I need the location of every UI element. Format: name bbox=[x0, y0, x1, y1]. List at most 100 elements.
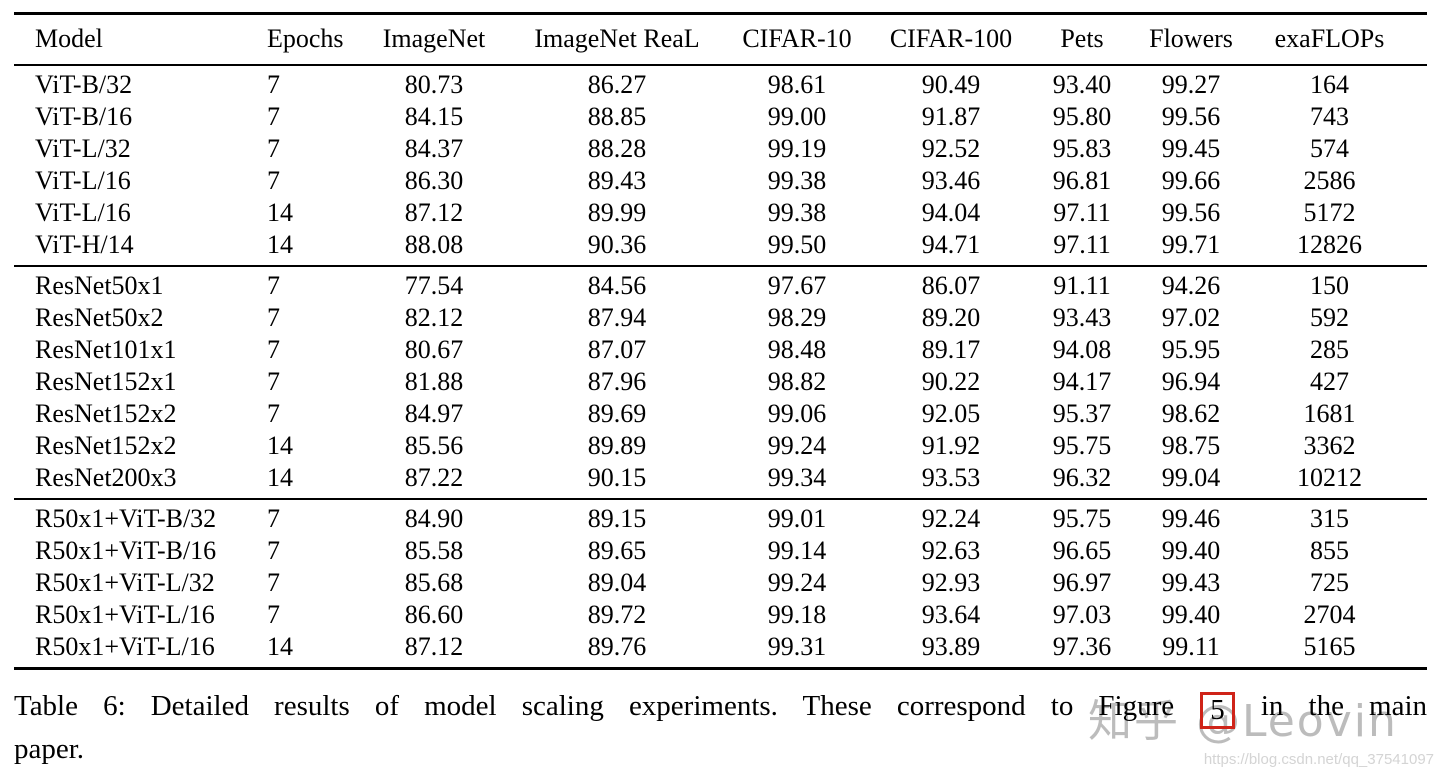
model-cell: ResNet50x2 bbox=[35, 303, 164, 332]
table-row: R50x1+ViT-L/16 7 86.60 89.72 99.18 93.64 97.03… bbox=[14, 599, 1427, 631]
value-cell: 92.24 bbox=[921, 504, 981, 533]
value-cell: 5165 bbox=[1303, 632, 1356, 661]
value-cell: 99.46 bbox=[1161, 504, 1221, 533]
value-cell: 98.61 bbox=[767, 70, 827, 99]
value-cell: 99.66 bbox=[1161, 166, 1221, 195]
value-cell: 92.63 bbox=[921, 536, 981, 565]
value-cell: 725 bbox=[1310, 568, 1349, 597]
table-row: ViT-L/16 7 86.30 89.43 99.38 93.46 96.81 99.66 2… bbox=[14, 165, 1427, 197]
table-row: ViT-B/16 7 84.15 88.85 99.00 91.87 95.80 99.56 7… bbox=[14, 101, 1427, 133]
value-cell: 97.36 bbox=[1052, 632, 1112, 661]
model-cell: ViT-B/32 bbox=[35, 70, 133, 99]
model-cell: R50x1+ViT-B/32 bbox=[35, 504, 217, 533]
model-cell: ResNet101x1 bbox=[35, 335, 177, 364]
model-cell: R50x1+ViT-L/16 bbox=[35, 632, 215, 661]
value-cell: 97.03 bbox=[1052, 600, 1112, 629]
value-cell: 87.96 bbox=[587, 367, 647, 396]
value-cell: 99.40 bbox=[1161, 536, 1221, 565]
value-cell: 99.40 bbox=[1161, 600, 1221, 629]
value-cell: 93.64 bbox=[921, 600, 981, 629]
value-cell: 89.76 bbox=[587, 632, 647, 661]
value-cell: 94.17 bbox=[1052, 367, 1112, 396]
value-cell: 81.88 bbox=[404, 367, 464, 396]
table-row: ResNet152x1 7 81.88 87.96 98.82 90.22 94.17 96.… bbox=[14, 366, 1427, 398]
table-row: ViT-L/16 14 87.12 89.99 99.38 94.04 97.11 99.56… bbox=[14, 197, 1427, 229]
value-cell: 89.72 bbox=[587, 600, 647, 629]
value-cell: 98.62 bbox=[1161, 399, 1221, 428]
table-row: ViT-H/14 14 88.08 90.36 99.50 94.71 97.11 99.71… bbox=[14, 229, 1427, 266]
value-cell: 14 bbox=[267, 198, 293, 227]
caption-text-prefix: Table 6: Detailed results of model scali… bbox=[14, 690, 1175, 722]
value-cell: 90.36 bbox=[587, 230, 647, 259]
zhihu-watermark: 知乎 @Leovin bbox=[1088, 696, 1398, 747]
value-cell: 77.54 bbox=[404, 271, 464, 300]
figure-ref-link[interactable]: 5 bbox=[1200, 692, 1235, 729]
value-cell: 5172 bbox=[1303, 198, 1356, 227]
value-cell: 93.43 bbox=[1052, 303, 1112, 332]
value-cell: 89.17 bbox=[921, 335, 981, 364]
value-cell: 91.92 bbox=[921, 431, 981, 460]
value-cell: 592 bbox=[1310, 303, 1349, 332]
value-cell: 89.04 bbox=[587, 568, 647, 597]
value-cell: 97.11 bbox=[1053, 230, 1111, 259]
value-cell: 87.12 bbox=[404, 198, 464, 227]
value-cell: 14 bbox=[267, 632, 293, 661]
value-cell: 99.56 bbox=[1161, 198, 1221, 227]
value-cell: 95.37 bbox=[1052, 399, 1112, 428]
value-cell: 7 bbox=[267, 504, 280, 533]
value-cell: 97.02 bbox=[1161, 303, 1221, 332]
value-cell: 427 bbox=[1310, 367, 1349, 396]
model-cell: ViT-H/14 bbox=[35, 230, 134, 259]
value-cell: 99.50 bbox=[767, 230, 827, 259]
column-header: ImageNet bbox=[382, 24, 486, 53]
table-row: ResNet152x2 7 84.97 89.69 99.06 92.05 95.37 98.… bbox=[14, 398, 1427, 430]
value-cell: 89.99 bbox=[587, 198, 647, 227]
value-cell: 87.22 bbox=[404, 463, 464, 492]
value-cell: 92.05 bbox=[921, 399, 981, 428]
value-cell: 84.97 bbox=[404, 399, 464, 428]
value-cell: 7 bbox=[267, 70, 280, 99]
value-cell: 10212 bbox=[1297, 463, 1362, 492]
value-cell: 95.75 bbox=[1052, 431, 1112, 460]
model-cell: R50x1+ViT-L/32 bbox=[35, 568, 215, 597]
model-cell: ViT-B/16 bbox=[35, 102, 133, 131]
value-cell: 14 bbox=[267, 463, 293, 492]
value-cell: 7 bbox=[267, 399, 280, 428]
value-cell: 92.93 bbox=[921, 568, 981, 597]
value-cell: 86.07 bbox=[921, 271, 981, 300]
value-cell: 80.73 bbox=[404, 70, 464, 99]
table-row: ViT-L/32 7 84.37 88.28 99.19 92.52 95.83 99.45 5… bbox=[14, 133, 1427, 165]
value-cell: 88.28 bbox=[587, 134, 647, 163]
column-header: CIFAR-100 bbox=[889, 24, 1013, 53]
value-cell: 7 bbox=[267, 303, 280, 332]
value-cell: 98.82 bbox=[767, 367, 827, 396]
value-cell: 84.90 bbox=[404, 504, 464, 533]
value-cell: 89.43 bbox=[587, 166, 647, 195]
value-cell: 99.24 bbox=[767, 431, 827, 460]
model-cell: ViT-L/16 bbox=[35, 198, 131, 227]
value-cell: 14 bbox=[267, 431, 293, 460]
value-cell: 99.43 bbox=[1161, 568, 1221, 597]
value-cell: 85.58 bbox=[404, 536, 464, 565]
value-cell: 84.15 bbox=[404, 102, 464, 131]
value-cell: 96.81 bbox=[1052, 166, 1112, 195]
value-cell: 97.67 bbox=[767, 271, 827, 300]
value-cell: 95.95 bbox=[1161, 335, 1221, 364]
value-cell: 94.08 bbox=[1052, 335, 1112, 364]
value-cell: 3362 bbox=[1303, 431, 1356, 460]
value-cell: 7 bbox=[267, 166, 280, 195]
table-row: ResNet50x2 7 82.12 87.94 98.29 89.20 93.43 97.0… bbox=[14, 302, 1427, 334]
value-cell: 89.89 bbox=[587, 431, 647, 460]
value-cell: 87.07 bbox=[587, 335, 647, 364]
value-cell: 1681 bbox=[1303, 399, 1356, 428]
model-cell: R50x1+ViT-L/16 bbox=[35, 600, 215, 629]
value-cell: 99.01 bbox=[767, 504, 827, 533]
value-cell: 86.30 bbox=[404, 166, 464, 195]
value-cell: 99.31 bbox=[767, 632, 827, 661]
value-cell: 95.75 bbox=[1052, 504, 1112, 533]
column-header: Flowers bbox=[1149, 24, 1233, 53]
model-cell: ResNet50x1 bbox=[35, 271, 164, 300]
value-cell: 99.06 bbox=[767, 399, 827, 428]
value-cell: 86.27 bbox=[587, 70, 647, 99]
model-cell: ResNet152x2 bbox=[35, 431, 177, 460]
